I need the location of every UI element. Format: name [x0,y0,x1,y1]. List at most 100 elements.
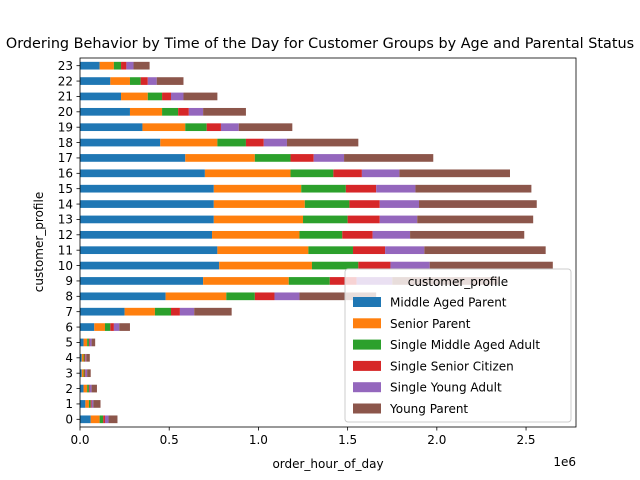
bar-10-young-parent [429,261,553,270]
bar-2-middle-aged-parent [80,384,84,393]
bar-14-middle-aged-parent [80,200,214,208]
bar-10-senior-parent [219,261,312,270]
bar-8-young-parent [299,292,377,301]
bar-4-middle-aged-parent [80,353,82,362]
bar-2-single-senior-citizen [88,384,90,393]
bar-1-young-parent [93,400,101,408]
bar-16-senior-parent [204,169,291,178]
bar-13-senior-parent [213,215,304,224]
bar-11-young-parent [424,246,546,255]
bar-10-middle-aged-parent [80,261,220,270]
legend-entry-label: Young Parent [389,402,468,416]
bar-4-single-young-adult [85,353,87,362]
bar-21-single-middle-aged-adult [147,92,163,101]
y-tick-label: 13 [58,213,73,227]
bar-0-single-middle-aged-adult [99,415,104,424]
bar-22-single-middle-aged-adult [129,77,141,85]
bar-3-senior-parent [81,369,84,378]
bar-21-senior-parent [121,92,148,101]
bar-19-single-middle-aged-adult [185,123,207,132]
bar-17-single-senior-citizen [290,154,314,162]
bar-6-senior-parent [94,323,105,331]
bar-9-senior-parent [203,277,289,285]
bar-16-middle-aged-parent [80,169,205,178]
bar-20-single-senior-citizen [178,107,189,116]
bar-9-single-middle-aged-adult [288,277,330,285]
bar-16-single-young-adult [361,169,400,178]
bar-12-senior-parent [212,230,300,239]
bar-0-single-young-adult [104,415,109,424]
x-axis-title: order_hour_of_day [272,457,383,471]
y-tick-label: 19 [58,120,73,134]
bar-18-middle-aged-parent [80,138,161,147]
bar-0-senior-parent [90,415,100,424]
y-tick-label: 1 [65,397,73,411]
bar-19-single-young-adult [220,123,239,132]
bar-5-single-young-adult [89,338,92,347]
bar-1-single-senior-citizen [90,400,92,408]
bar-14-single-middle-aged-adult [304,200,350,208]
y-tick-label: 9 [65,274,73,288]
bar-12-single-middle-aged-adult [299,230,343,239]
bar-6-young-parent [119,323,130,331]
bar-10-single-senior-citizen [358,261,391,270]
x-axis-offset-text: 1e6 [553,455,576,469]
legend-box [344,268,572,423]
bar-18-young-parent [286,138,359,147]
bar-6-single-senior-citizen [110,323,114,331]
bar-8-single-middle-aged-adult [226,292,255,301]
y-tick-label: 17 [58,151,73,165]
y-tick-label: 8 [65,290,73,304]
y-tick-label: 2 [65,382,73,396]
bar-19-single-senior-citizen [206,123,221,132]
bar-5-single-senior-citizen [88,338,90,347]
y-tick-label: 10 [58,259,73,273]
y-axis-title: customer_profile [32,192,46,292]
bar-7-middle-aged-parent [80,307,125,316]
y-tick-label: 23 [58,59,73,73]
bars-layer [80,61,553,424]
bar-15-single-young-adult [376,184,416,193]
bar-13-single-senior-citizen [347,215,380,224]
y-tick-label: 12 [58,228,73,242]
bar-9-single-senior-citizen [329,277,357,285]
legend-swatch [353,297,381,307]
bar-17-single-middle-aged-adult [254,154,291,162]
bar-16-young-parent [399,169,510,178]
legend-entry-label: Single Senior Citizen [390,359,514,373]
bar-7-young-parent [194,307,232,316]
bar-1-single-middle-aged-adult [88,400,91,408]
bar-8-middle-aged-parent [80,292,166,301]
y-tick-label: 16 [58,167,73,181]
bar-23-single-young-adult [126,61,134,70]
bar-8-single-senior-citizen [254,292,275,301]
legend-swatch [353,339,381,350]
bar-8-single-young-adult [274,292,300,301]
bar-3-middle-aged-parent [80,369,82,378]
bar-5-young-parent [91,338,96,347]
bar-21-single-young-adult [170,92,184,101]
bar-5-senior-parent [83,338,88,347]
bar-20-single-middle-aged-adult [162,107,179,116]
bar-2-senior-parent [83,384,88,393]
x-tick-label: 1.5 [338,433,357,447]
bar-10-single-middle-aged-adult [311,261,359,270]
bar-15-senior-parent [213,184,302,193]
bar-22-young-parent [156,77,184,85]
bar-18-single-middle-aged-adult [217,138,246,147]
bar-15-single-middle-aged-adult [301,184,346,193]
bar-16-single-senior-citizen [333,169,362,178]
bar-11-single-middle-aged-adult [308,246,353,255]
legend-swatch [353,318,381,329]
bar-7-single-middle-aged-adult [154,307,171,316]
bar-21-middle-aged-parent [80,92,122,101]
bar-2-single-middle-aged-adult [87,384,89,393]
x-tick-label: 2.0 [427,433,446,447]
legend-entry-label: Single Middle Aged Adult [390,338,540,352]
bar-12-middle-aged-parent [80,230,213,239]
bar-4-single-senior-citizen [84,353,86,362]
bar-7-single-senior-citizen [170,307,180,316]
bar-6-single-middle-aged-adult [104,323,111,331]
bar-20-single-young-adult [188,107,204,116]
bar-1-senior-parent [85,400,89,408]
